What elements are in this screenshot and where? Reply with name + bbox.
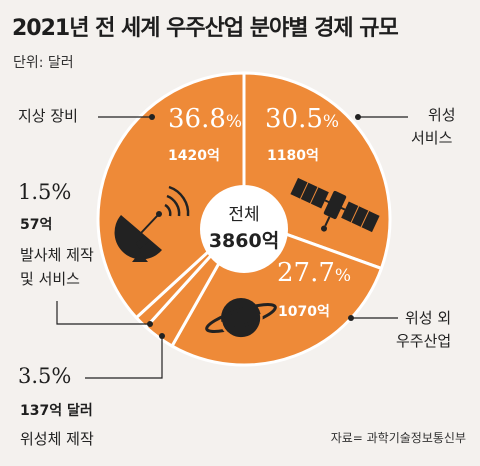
- chart-title: 2021년 전 세계 우주산업 분야별 경제 규모: [12, 16, 399, 41]
- satellite-icon: [290, 177, 380, 233]
- center-value: 3860억: [209, 230, 279, 252]
- unit-label: 단위: 달러: [13, 55, 74, 71]
- slice-percent-other: 27.7%: [277, 258, 352, 288]
- label-sat-mfg-value: 137억 달러: [20, 403, 93, 419]
- label-sat-mfg: 위성체 제작: [20, 430, 94, 448]
- leader-dot-ground: [149, 114, 155, 120]
- slice-percent-ground: 36.8%: [168, 104, 243, 134]
- leader-dot-other: [348, 315, 354, 321]
- planet-icon: [205, 298, 277, 340]
- slice-value-ground: 1420억: [168, 148, 220, 164]
- slice-value-other: 1070억: [278, 304, 330, 320]
- label-other-2: 우주산업: [396, 332, 452, 350]
- leader-dot-sat-mfg: [159, 333, 165, 339]
- leader-dot-launch: [147, 321, 153, 327]
- label-launch-value: 57억: [20, 217, 53, 233]
- satellite-dish-icon: [114, 185, 190, 262]
- leader-lines: [56, 114, 408, 379]
- label-ground: 지상 장비: [18, 107, 78, 125]
- slice-percent-satellite-service: 30.5%: [265, 104, 340, 134]
- label-satellite-service-2: 서비스: [411, 129, 453, 147]
- center-disc: [200, 185, 288, 273]
- label-launch-2: 및 서비스: [20, 270, 80, 288]
- leader-launch: [56, 301, 150, 325]
- label-sat-mfg-percent: 3.5%: [18, 364, 72, 388]
- leader-dot-satellite-service: [355, 114, 361, 120]
- label-launch-1: 발사체 제작: [20, 246, 94, 264]
- slice-value-satellite-service: 1180억: [267, 148, 319, 164]
- center-label: 전체: [228, 205, 259, 225]
- source-note: 자료= 과학기술정보통신부: [330, 431, 466, 445]
- label-other-1: 위성 외: [405, 309, 452, 327]
- label-satellite-service-1: 위성: [428, 106, 456, 124]
- leader-sat-mfg: [85, 336, 163, 379]
- label-launch-percent: 1.5%: [18, 180, 72, 204]
